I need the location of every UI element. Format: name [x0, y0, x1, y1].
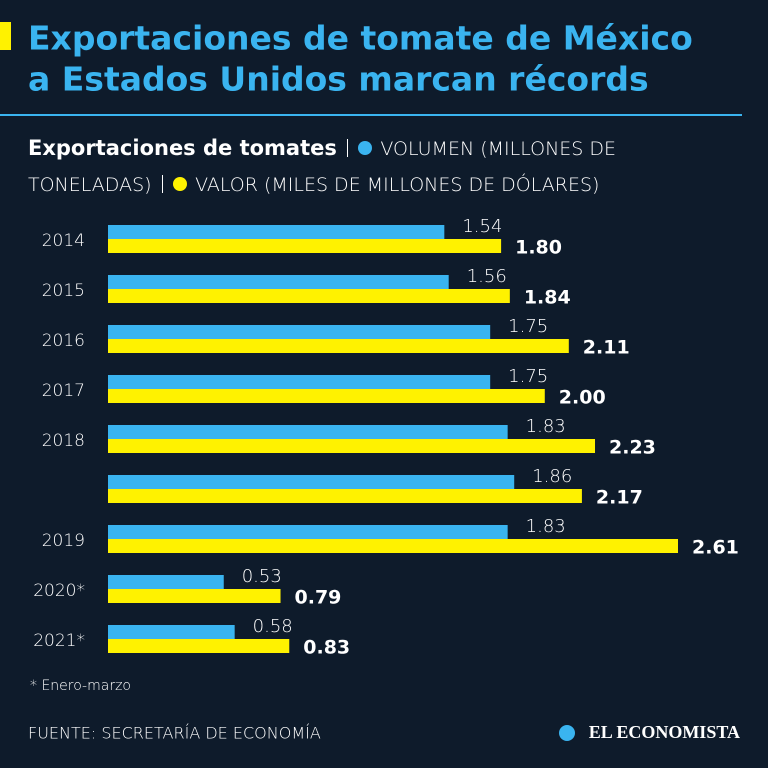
separator	[346, 139, 349, 157]
bar	[108, 589, 281, 603]
data-label: 0.83	[303, 637, 350, 659]
data-label: 0.58	[253, 616, 293, 637]
data-label: 1.56	[467, 266, 507, 287]
legend-swatch	[173, 177, 188, 191]
source: FUENTE: SECRETARÍA DE ECONOMÍA	[28, 724, 321, 743]
data-label: 1.75	[508, 316, 548, 337]
footnote: * Enero-marzo	[30, 678, 131, 694]
legend: Exportaciones de tomates VOLUMEN (MILLONE…	[28, 130, 638, 203]
data-label: 0.53	[242, 566, 282, 587]
bar	[108, 289, 510, 303]
bar	[108, 325, 491, 339]
data-label: 1.83	[526, 416, 566, 437]
data-label: 1.86	[532, 466, 572, 487]
data-label: 2.61	[692, 537, 739, 559]
legend-entry: VALOR (MILES DE MILLONES DE DÓLARES)	[195, 174, 600, 196]
separator	[161, 175, 164, 193]
bar	[108, 489, 582, 503]
y-tick-label: 2018	[42, 431, 85, 451]
logo-icon	[559, 725, 575, 741]
bar	[108, 539, 678, 553]
y-tick-label: 2017	[42, 381, 85, 401]
data-label: 0.79	[295, 587, 342, 609]
data-label: 1.83	[526, 516, 566, 537]
bar	[108, 475, 515, 489]
data-label: 1.80	[515, 237, 562, 259]
data-label: 2.11	[583, 337, 630, 359]
bar	[108, 239, 502, 253]
bar	[108, 225, 445, 239]
bar	[108, 525, 508, 539]
data-label: 2.17	[596, 487, 643, 509]
bar	[108, 389, 545, 403]
logo: EL ECONOMISTA	[589, 722, 740, 742]
data-label: 2.23	[609, 437, 656, 459]
bar	[108, 439, 596, 453]
chart-title: a Estados Unidos marcan récords	[28, 60, 649, 99]
y-tick-label: 2019	[42, 531, 85, 551]
y-tick-label: 2021*	[33, 631, 85, 651]
legend-swatch	[358, 141, 373, 155]
y-tick-label: 2014	[42, 231, 85, 251]
legend-entry: VOLUMEN (MILLONES DE TONELADAS)	[28, 138, 617, 196]
chart-title: Exportaciones de tomate de México	[28, 19, 693, 58]
bar	[108, 575, 224, 589]
bar	[108, 275, 449, 289]
y-tick-label: 2020*	[33, 581, 85, 601]
bar	[108, 375, 491, 389]
data-label: 1.84	[524, 287, 571, 309]
bar	[108, 625, 235, 639]
bar	[108, 339, 569, 353]
data-label: 1.75	[508, 366, 548, 387]
y-tick-label: 2015	[42, 281, 85, 301]
bar	[108, 639, 290, 653]
y-tick-label: 2016	[42, 331, 85, 351]
data-label: 1.54	[462, 216, 502, 237]
title-marker	[0, 22, 11, 50]
data-label: 2.00	[559, 387, 606, 409]
subtitle: Exportaciones de tomates	[28, 136, 337, 160]
bar	[108, 425, 508, 439]
